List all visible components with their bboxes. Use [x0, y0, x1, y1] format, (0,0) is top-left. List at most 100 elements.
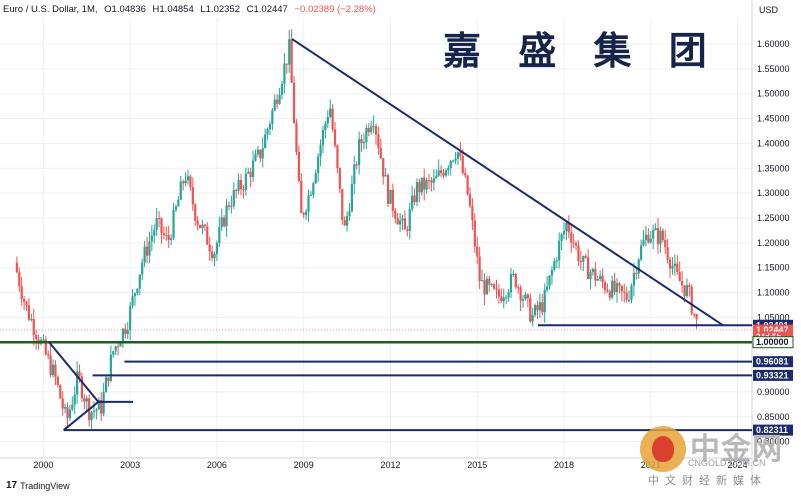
candle-body-209 [519, 287, 522, 301]
candle-body-271 [668, 259, 672, 269]
candle-body-174 [435, 175, 438, 179]
candle-body-15 [51, 364, 55, 375]
candle-body-212 [526, 294, 529, 299]
candle-body-252 [623, 291, 626, 293]
candle-body-111 [283, 63, 286, 85]
candle-body-251 [620, 285, 623, 292]
candle-body-113 [288, 39, 291, 65]
price-label-text-5: 0.93321 [756, 370, 789, 380]
candle-body-128 [324, 123, 327, 131]
candle-body-106 [271, 110, 274, 125]
candle-body-145 [365, 128, 368, 143]
candle-body-147 [370, 126, 373, 133]
candle-body-279 [688, 285, 691, 287]
y-tick-label-8: 1.20000 [757, 238, 790, 248]
candle-body-194 [483, 280, 486, 295]
candle-body-91 [235, 189, 238, 191]
candle-body-169 [423, 177, 426, 190]
candle-body-112 [285, 63, 288, 65]
candle-body-64 [170, 238, 173, 241]
candle-body-94 [242, 189, 245, 191]
candle-body-132 [333, 129, 337, 146]
candle-body-2 [20, 286, 23, 300]
candle-body-101 [259, 149, 262, 159]
y-tick-label-2: 1.50000 [757, 89, 790, 99]
candle-body-92 [237, 179, 240, 191]
price-label-5: 0.93321 [753, 369, 793, 381]
candle-body-213 [529, 298, 532, 322]
candle-body-123 [312, 183, 315, 195]
candle-body-192 [478, 256, 481, 282]
candle-body-90 [232, 189, 235, 206]
price-label-text-4: 0.96081 [756, 357, 789, 367]
brand-title: 嘉 盛 集 团 [443, 29, 719, 73]
candle-body-226 [560, 234, 563, 241]
candle-body-34 [97, 399, 100, 410]
candle-body-249 [615, 283, 619, 292]
tradingview-footer[interactable]: 17 TradingView [6, 480, 70, 491]
candle-body-202 [502, 297, 505, 302]
candle-body-84 [218, 226, 221, 243]
candle-body-211 [524, 294, 527, 300]
candle-body-95 [244, 173, 247, 190]
y-tick-label-7: 1.25000 [757, 213, 790, 223]
candle-body-54 [145, 246, 149, 256]
candle-body-140 [353, 164, 356, 184]
candle-body-49 [133, 293, 137, 297]
candle-body-16 [54, 364, 57, 377]
watermark-flame-icon [652, 436, 674, 462]
candle-body-172 [430, 180, 433, 183]
candle-body-203 [505, 297, 508, 299]
candle-body-75 [196, 220, 199, 225]
candle-body-105 [268, 124, 272, 130]
candle-body-243 [601, 275, 604, 283]
candle-body-234 [579, 261, 582, 263]
candle-body-41 [114, 346, 117, 352]
candle-body-76 [198, 224, 202, 229]
high-value: H1.04854 [152, 4, 194, 15]
candle-body-43 [119, 343, 122, 347]
candle-body-45 [124, 328, 127, 335]
candle-body-274 [676, 263, 679, 273]
candle-body-40 [112, 351, 115, 355]
candle-body-39 [109, 354, 112, 381]
candle-body-55 [148, 241, 151, 256]
trendline-1 [48, 341, 100, 403]
price-label-3: 1.00000 [752, 336, 794, 349]
y-tick-label-14: 0.80000 [757, 437, 790, 447]
candle-body-269 [664, 239, 667, 248]
candle-body-65 [172, 209, 175, 239]
candle-body-38 [107, 377, 110, 381]
candle-body-83 [215, 242, 219, 255]
candle-body-237 [587, 257, 590, 279]
candle-body-61 [162, 233, 165, 236]
y-tick-label-3: 1.45000 [757, 114, 790, 124]
candle-body-134 [338, 168, 341, 189]
candle-body-127 [321, 130, 325, 145]
candle-body-148 [372, 126, 375, 128]
candle-body-107 [273, 99, 276, 111]
y-tick-label-12: 0.90000 [757, 387, 790, 397]
candle-body-245 [606, 290, 609, 292]
candle-body-183 [456, 152, 460, 159]
tradingview-logo-icon: 17 [6, 480, 18, 491]
candle-body-36 [102, 392, 105, 414]
candle-body-254 [627, 299, 631, 301]
price-label-6: 0.82311 [753, 424, 793, 436]
candle-body-236 [584, 255, 587, 258]
candle-body-247 [611, 280, 614, 298]
candle-body-0 [15, 262, 18, 273]
candle-body-70 [184, 180, 187, 184]
price-label-bg-4 [753, 356, 793, 368]
candle-body-144 [362, 142, 366, 144]
trendline-2 [62, 401, 99, 431]
candle-body-181 [452, 160, 455, 162]
candle-body-48 [131, 296, 134, 306]
x-tick-label-2: 2006 [207, 460, 227, 470]
candle-body-3 [23, 299, 26, 302]
candle-body-242 [599, 275, 602, 280]
candle-body-191 [476, 246, 479, 257]
candle-body-266 [656, 227, 660, 245]
price-label-bg-5 [753, 369, 793, 381]
